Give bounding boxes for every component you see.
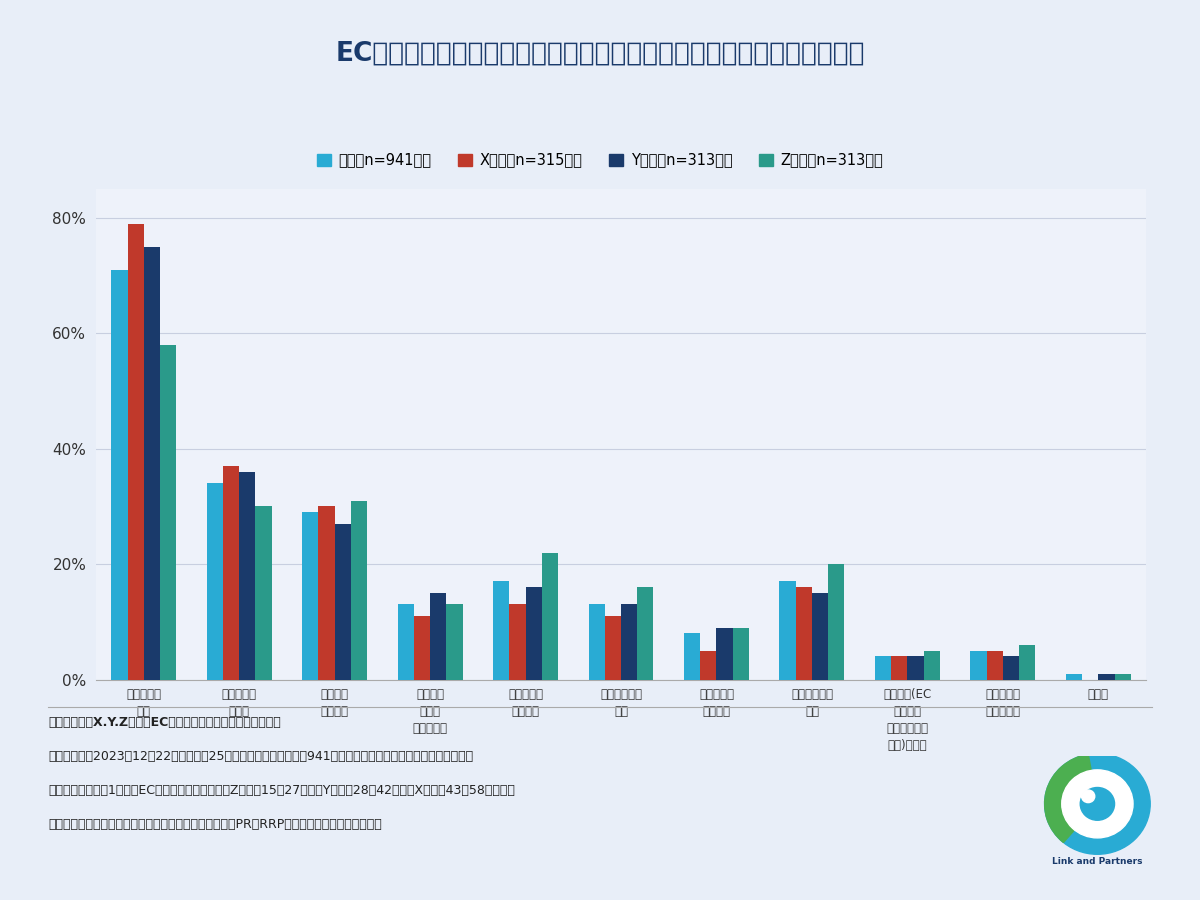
- Bar: [1019, 645, 1036, 680]
- Bar: [206, 483, 223, 680]
- Bar: [541, 553, 558, 680]
- Bar: [526, 587, 541, 680]
- Bar: [812, 593, 828, 680]
- Bar: [907, 656, 924, 680]
- Bar: [796, 587, 812, 680]
- Bar: [1003, 656, 1019, 680]
- Bar: [335, 524, 350, 680]
- Bar: [892, 656, 907, 680]
- Bar: [350, 500, 367, 680]
- Text: ・調査期間：2023年12月22日（金）〜25日（月）　・調査人数：941人　・モニター提供元：ゼネラルリサーチ: ・調査期間：2023年12月22日（金）〜25日（月） ・調査人数：941人 ・…: [48, 750, 473, 762]
- Bar: [256, 507, 271, 680]
- Bar: [828, 564, 845, 680]
- Bar: [684, 634, 701, 680]
- Text: ECモール内で商品を探す際、どのように検索しますか？（複数回答可）: ECモール内で商品を探す際、どのように検索しますか？（複数回答可）: [335, 40, 865, 67]
- Bar: [780, 581, 796, 680]
- Bar: [622, 605, 637, 680]
- Bar: [716, 627, 733, 680]
- Bar: [986, 651, 1003, 680]
- Bar: [924, 651, 940, 680]
- Bar: [127, 223, 144, 680]
- Bar: [701, 651, 716, 680]
- Bar: [733, 627, 749, 680]
- Circle shape: [1062, 770, 1133, 838]
- Bar: [223, 466, 239, 680]
- Text: ・調査対象：年に1回以上ECモールを活用しているZ世代（15〜27歳）、Y世代（28〜42歳）、X世代（43〜58歳）の方: ・調査対象：年に1回以上ECモールを活用しているZ世代（15〜27歳）、Y世代（…: [48, 784, 515, 796]
- Bar: [637, 587, 654, 680]
- Legend: 全体（n=941人）, X世代（n=315人）, Y世代（n=313人）, Z世代（n=313人）: 全体（n=941人）, X世代（n=315人）, Y世代（n=313人）, Z世…: [311, 147, 889, 174]
- Circle shape: [1080, 788, 1115, 820]
- Bar: [144, 247, 160, 680]
- Bar: [509, 605, 526, 680]
- Bar: [430, 593, 446, 680]
- Bar: [1115, 674, 1130, 680]
- Bar: [239, 472, 256, 680]
- Bar: [1066, 674, 1082, 680]
- Bar: [318, 507, 335, 680]
- Circle shape: [1081, 790, 1094, 803]
- Bar: [446, 605, 462, 680]
- Text: ・調査方法：リンクアンドパートナーズが提供する調査PR「RRP」によるインターネット調査: ・調査方法：リンクアンドパートナーズが提供する調査PR「RRP」によるインターネ…: [48, 818, 382, 831]
- Bar: [302, 512, 318, 680]
- Wedge shape: [1045, 754, 1098, 842]
- Bar: [875, 656, 892, 680]
- Text: Link and Partners: Link and Partners: [1052, 857, 1142, 866]
- Text: 《調査概要：X.Y.Z世代のECモールの利用状況に関する調査》: 《調査概要：X.Y.Z世代のECモールの利用状況に関する調査》: [48, 716, 281, 728]
- Bar: [397, 605, 414, 680]
- Bar: [605, 616, 622, 680]
- Bar: [112, 270, 127, 680]
- Bar: [971, 651, 986, 680]
- Bar: [414, 616, 430, 680]
- Bar: [160, 345, 176, 680]
- Bar: [493, 581, 509, 680]
- Circle shape: [1045, 753, 1151, 854]
- Bar: [588, 605, 605, 680]
- Bar: [1098, 674, 1115, 680]
